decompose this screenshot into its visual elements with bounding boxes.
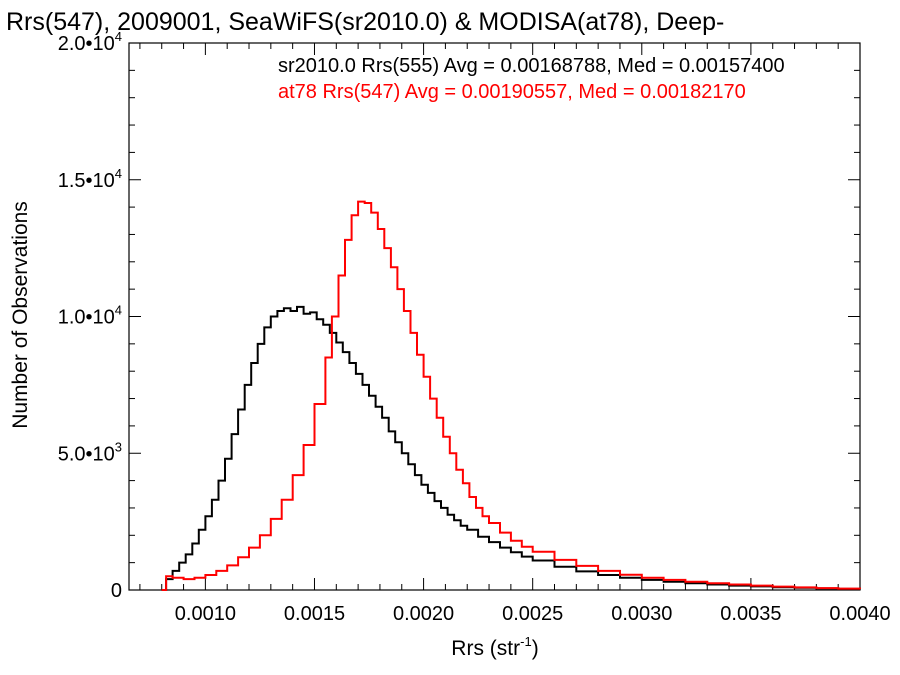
x-axis: 0.0010 0.0015 0.0020 0.0025 0.0030 0.0035 0.00… [139,43,891,625]
plot-frame [128,42,861,591]
x-tick-label: 0.0030 [611,603,672,625]
plot-border [128,42,861,591]
chart-title: Rrs(547), 2009001, SeaWiFS(sr2010.0) & M… [6,8,724,36]
legend: sr2010.0 Rrs(555) Avg = 0.00168788, Med … [278,55,785,103]
series-line-2 [161,200,861,591]
series-line-1 [161,305,861,591]
x-tick-label: 0.0040 [829,603,890,625]
legend-entry-2: at78 Rrs(547) Avg = 0.00190557, Med = 0.… [278,81,746,103]
series-lines [161,200,861,591]
y-tick-label: 2.0•104 [58,29,122,55]
x-axis-label: Rrs (str-1) [451,634,538,660]
x-tick-label: 0.0010 [175,603,236,625]
x-tick-label: 0.0015 [284,603,345,625]
y-tick-label: 1.5•104 [58,166,122,192]
y-axis-label: Number of Observations [9,201,32,429]
legend-entry-1: sr2010.0 Rrs(555) Avg = 0.00168788, Med … [278,55,785,77]
y-tick-label: 0 [111,580,122,602]
x-tick-label: 0.0025 [502,603,563,625]
x-tick-label: 0.0020 [393,603,454,625]
y-tick-label: 1.0•104 [58,303,122,329]
y-axis: 0 5.0•103 1.0•104 1.5•104 2.0•104 [58,29,860,602]
x-tick-label: 0.0035 [720,603,781,625]
y-tick-label: 5.0•103 [58,439,122,465]
